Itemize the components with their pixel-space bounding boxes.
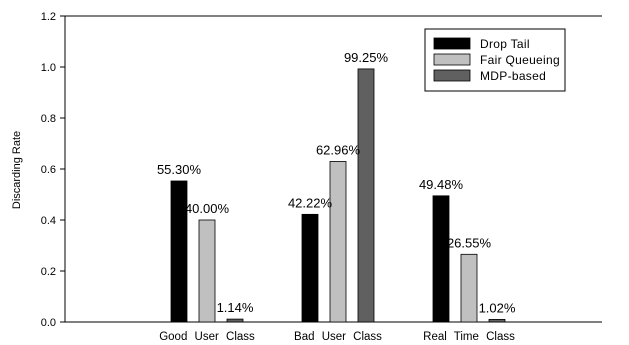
y-axis-title: Discarding Rate: [11, 131, 23, 209]
legend-label: Fair Queueing: [480, 53, 560, 67]
bar-drop-tail-2: [301, 213, 319, 323]
legend-swatch: [433, 37, 471, 50]
data-label: 26.55%: [447, 235, 492, 250]
y-tick-label: 0.6: [41, 164, 56, 176]
y-tick-label: 1.2: [41, 11, 56, 23]
bar-mdp-based-3: [488, 318, 506, 323]
x-category-label: Good User Class: [159, 331, 255, 343]
legend-label: Drop Tail: [480, 37, 530, 51]
bar-mdp-based-1: [226, 318, 244, 323]
data-label: 42.22%: [288, 195, 333, 210]
legend: Drop Tail Fair Queueing MDP-based: [424, 28, 566, 92]
bar-mdp-based-2: [357, 68, 375, 323]
data-label: 99.25%: [344, 50, 389, 65]
bar-fair-queueing-2: [329, 161, 347, 323]
x-axis-categories: Good User Class Bad User Class Real Time C…: [159, 331, 515, 343]
bar-drop-tail-3: [432, 195, 450, 323]
legend-swatch: [433, 69, 471, 82]
data-label: 62.96%: [316, 142, 361, 157]
y-axis-ticks: 0.0 0.2 0.4 0.6 0.8 1.0 1.2: [41, 11, 65, 329]
y-tick-label: 1.0: [41, 62, 56, 74]
data-labels: 55.30% 42.22% 49.48% 40.00% 62.96% 26.55% 1.14…: [157, 50, 516, 315]
x-category-label: Real Time Class: [423, 331, 515, 343]
data-label: 1.02%: [479, 300, 516, 315]
data-label: 49.48%: [419, 177, 464, 192]
data-label: 40.00%: [185, 201, 230, 216]
bar-drop-tail-1: [170, 180, 188, 323]
y-tick-label: 0.0: [41, 317, 56, 329]
bars: [170, 68, 506, 323]
bar-fair-queueing-1: [198, 219, 216, 323]
y-tick-label: 0.2: [41, 266, 56, 278]
x-category-label: Bad User Class: [294, 331, 382, 343]
data-label: 55.30%: [157, 162, 202, 177]
y-tick-label: 0.4: [41, 215, 56, 227]
y-tick-label: 0.8: [41, 113, 56, 125]
legend-label: MDP-based: [480, 69, 546, 83]
bar-fair-queueing-3: [460, 253, 478, 323]
data-label: 1.14%: [217, 300, 254, 315]
legend-swatch: [433, 53, 471, 66]
